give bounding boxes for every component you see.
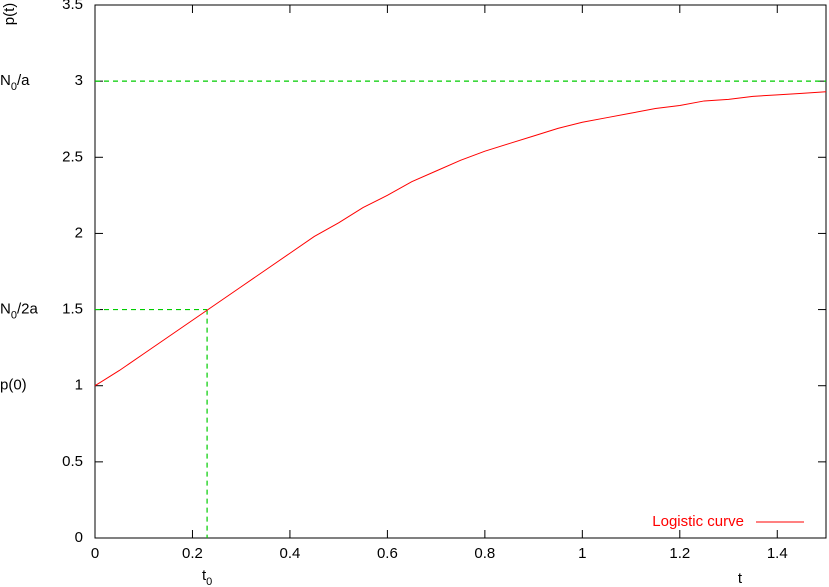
x-tick-label: 0: [91, 545, 99, 562]
y-annotation: N0/a: [0, 72, 30, 93]
y-annotation-part: /a: [17, 72, 30, 89]
y-tick-label: 1: [75, 377, 83, 394]
y-tick-label: 3.5: [62, 0, 83, 13]
x-annotation-part: 0: [206, 576, 212, 587]
y-axis-label: p(t): [1, 3, 18, 26]
plot-frame: [94, 4, 827, 539]
y-annotation-part: 0: [11, 309, 17, 321]
x-tick-label: 0.6: [377, 545, 398, 562]
y-annotation-part: 0: [11, 81, 17, 93]
y-annotation: N0/2a: [0, 301, 38, 322]
x-tick-label: 0.2: [182, 545, 203, 562]
y-tick-label: 2.5: [62, 148, 83, 165]
x-tick-label: 1.4: [767, 545, 788, 562]
x-tick-label: 1: [578, 545, 586, 562]
x-annotation-part: t: [202, 567, 207, 584]
y-tick-label: 0: [75, 529, 83, 546]
y-annotation-part: p(0): [0, 377, 27, 394]
y-tick-label: 1.5: [62, 301, 83, 318]
x-tick-label: 0.8: [474, 545, 495, 562]
curve: [94, 91, 827, 387]
x-tick-label: 1.2: [669, 545, 690, 562]
x-annotation: t0: [202, 567, 212, 587]
x-tick-label: 0.4: [280, 545, 301, 562]
y-tick-label: 0.5: [62, 453, 83, 470]
y-tick-label: 3: [75, 72, 83, 89]
y-annotation-part: N: [0, 301, 11, 318]
y-tick-label: 2: [75, 224, 83, 241]
y-annotation-part: /2a: [17, 301, 39, 318]
legend-label: Logistic curve: [652, 513, 744, 530]
x-axis-label: t: [738, 570, 743, 587]
y-annotation-part: N: [0, 72, 11, 89]
y-annotation: p(0): [0, 377, 27, 394]
